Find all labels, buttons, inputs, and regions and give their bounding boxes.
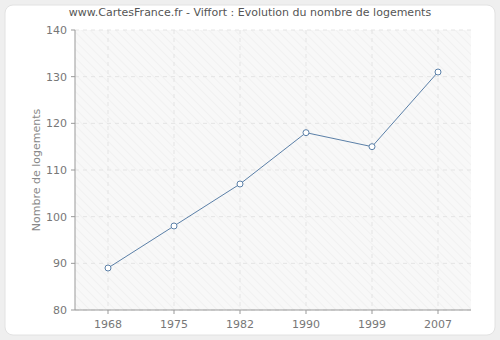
x-tick — [372, 310, 373, 314]
x-tick — [438, 310, 439, 314]
x-tick — [240, 310, 241, 314]
x-tick-label: 1968 — [94, 318, 122, 331]
series-line — [108, 72, 438, 268]
y-axis — [75, 30, 76, 310]
series-group — [105, 69, 441, 271]
point — [171, 223, 177, 229]
x-tick — [108, 310, 109, 314]
point — [303, 130, 309, 136]
y-grid-line — [75, 216, 471, 217]
y-tick — [71, 310, 75, 311]
chart-container: www.CartesFrance.fr - Viffort : Evolutio… — [0, 0, 500, 340]
y-tick-label: 80 — [53, 304, 67, 317]
y-tick-label: 130 — [46, 71, 67, 84]
x-tick-label: 2007 — [424, 318, 452, 331]
x-tick — [306, 310, 307, 314]
y-grid-line — [75, 263, 471, 264]
y-tick-label: 100 — [46, 211, 67, 224]
y-grid-line — [75, 310, 471, 311]
x-tick-label: 1990 — [292, 318, 320, 331]
y-tick — [71, 170, 75, 171]
point — [369, 144, 375, 150]
x-tick — [174, 310, 175, 314]
y-grid-line — [75, 30, 471, 31]
point — [435, 69, 441, 75]
y-tick-label: 110 — [46, 164, 67, 177]
y-tick-label: 90 — [53, 257, 67, 270]
x-tick-label: 1982 — [226, 318, 254, 331]
x-grid-line — [240, 30, 241, 310]
title: www.CartesFrance.fr - Viffort : Evolutio… — [69, 6, 432, 19]
y-tick-label: 120 — [46, 117, 67, 130]
y-tick — [71, 123, 75, 124]
y-grid-line — [75, 123, 471, 124]
y-tick — [71, 30, 75, 31]
x-grid-line — [306, 30, 307, 310]
panel — [5, 5, 495, 335]
y-axis-label: Nombre de logements — [30, 108, 43, 231]
y-tick — [71, 76, 75, 77]
background — [0, 0, 500, 340]
x-grid-line — [174, 30, 175, 310]
x-grid-line — [372, 30, 373, 310]
x-tick-label: 1999 — [358, 318, 386, 331]
y-tick — [71, 263, 75, 264]
plot-area — [75, 30, 471, 310]
chart-svg: www.CartesFrance.fr - Viffort : Evolutio… — [0, 0, 500, 340]
x-axis — [75, 310, 471, 311]
y-grid-line — [75, 170, 471, 171]
point — [105, 265, 111, 271]
point — [237, 181, 243, 187]
y-grid-line — [75, 76, 471, 77]
y-tick-label: 140 — [46, 24, 67, 37]
x-tick-label: 1975 — [160, 318, 188, 331]
y-tick — [71, 216, 75, 217]
